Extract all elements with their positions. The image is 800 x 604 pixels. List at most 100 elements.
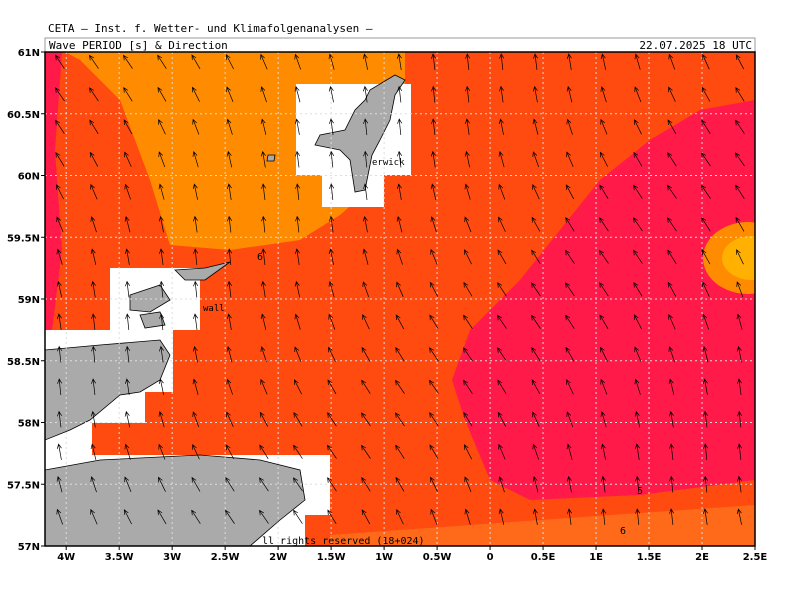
y-tick-label: 58.5N [7,357,40,368]
direction-arrow [635,475,641,493]
x-tick-label: 3.5W [105,552,134,563]
direction-arrow [124,183,131,200]
direction-arrow [737,378,742,395]
direction-arrow [736,508,742,525]
direction-arrow [497,379,507,394]
direction-arrow [362,215,368,233]
direction-arrow [566,53,572,70]
direction-arrow [328,346,336,362]
direction-arrow [56,313,62,330]
x-tick-label: 1E [589,552,603,563]
direction-arrow [463,347,473,362]
direction-arrow [736,345,742,363]
x-tick-label: 2W [269,552,287,563]
map-field [45,52,755,546]
direction-arrow [89,87,99,102]
direction-arrow [735,152,745,167]
direction-arrow [294,85,301,103]
direction-arrow [701,152,711,167]
direction-arrow [260,280,266,298]
direction-arrow [430,248,438,265]
direction-arrow [497,249,507,265]
direction-arrow [327,379,337,395]
direction-arrow [667,119,677,135]
direction-arrow [633,281,643,297]
direction-arrow [123,54,133,69]
direction-arrow [430,476,438,492]
direction-arrow [157,86,167,102]
direction-arrow [89,151,99,167]
direction-arrow [329,183,335,200]
direction-arrow [56,216,64,233]
direction-arrow [464,183,471,200]
direction-arrow [294,313,301,330]
direction-arrow [225,509,235,524]
direction-arrow [191,476,201,492]
direction-arrow [634,346,642,363]
x-tick-label: 1.5E [637,552,662,563]
direction-arrow [601,475,606,493]
direction-arrow [395,379,405,394]
direction-arrow [499,85,504,103]
direction-arrow [328,248,334,265]
direction-arrow [261,183,267,200]
direction-arrow [90,476,97,493]
direction-arrow [363,183,369,200]
direction-arrow [91,313,97,330]
direction-arrow [498,476,505,493]
direction-arrow [395,444,405,459]
direction-arrow [701,184,711,199]
direction-arrow [532,118,539,135]
direction-arrow [124,443,131,460]
direction-arrow [55,151,65,167]
direction-arrow [431,53,437,70]
direction-arrow [566,151,574,167]
direction-arrow [633,314,642,330]
direction-arrow [737,443,743,460]
direction-arrow [464,444,472,460]
direction-arrow [361,346,371,362]
direction-arrow [532,475,539,493]
direction-arrow [91,345,97,363]
land [45,74,406,546]
direction-arrow [57,378,63,395]
x-tick-label: 1.5W [317,552,346,563]
direction-arrow [735,86,745,102]
x-tick-label: 0.5E [531,552,556,563]
direction-arrow [294,53,302,70]
direction-arrow [531,282,541,297]
direction-arrow [566,443,573,460]
direction-arrow [125,280,131,298]
direction-arrow [193,215,198,233]
direction-arrow [737,410,743,428]
direction-arrow [668,86,676,102]
direction-arrow [260,118,267,135]
direction-arrow [397,150,403,168]
direction-arrow [430,183,437,200]
direction-arrow [56,475,63,493]
copyright: ll rights reserved (18+024) [262,536,425,547]
direction-arrow [327,444,337,459]
direction-arrow [159,280,165,298]
x-tick-label: 0 [487,552,494,563]
direction-arrow [531,379,541,395]
direction-arrow [56,248,63,265]
direction-arrow [55,87,65,102]
direction-arrow [702,281,710,297]
direction-arrow [293,509,303,524]
direction-arrow [532,508,538,525]
direction-arrow [669,508,675,525]
direction-arrow [497,282,507,297]
direction-arrow [429,347,439,362]
direction-arrow [702,313,710,330]
x-tick-label: 2.5W [211,552,240,563]
direction-arrow [701,249,711,265]
direction-arrow [294,346,302,363]
direction-arrow [157,54,167,69]
direction-arrow [56,508,64,525]
contour-label: 6 [620,526,626,537]
direction-arrow [465,85,471,103]
period-band [722,236,755,280]
x-tick-label: 2E [695,552,709,563]
